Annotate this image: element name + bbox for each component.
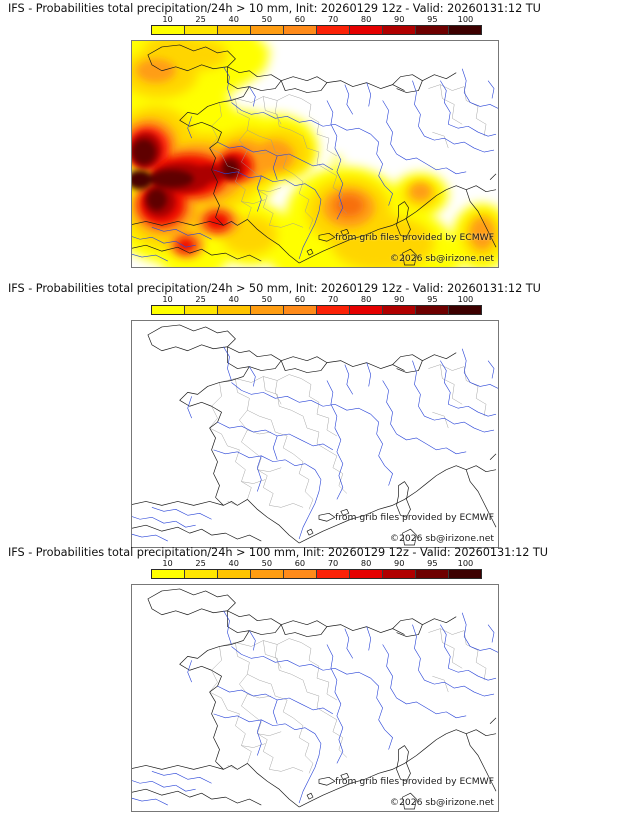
forecast-panel-10mm: IFS - Probabilities total precipitation/…: [0, 2, 630, 278]
colorbar-tick-90: 90: [394, 294, 405, 304]
colorbar-band-60: [284, 570, 317, 578]
colorbar-tick-100: 100: [457, 14, 474, 24]
coastline-layer: [132, 44, 497, 266]
colorbar-tick-90: 90: [394, 14, 405, 24]
colorbar-tick-95: 95: [427, 294, 438, 304]
map-canvas: [132, 585, 498, 811]
colorbar: 10 25 40 50 60 70 80 90 95 100: [151, 558, 482, 582]
colorbar-band-50: [251, 570, 284, 578]
colorbar-band-40: [218, 570, 251, 578]
colorbar-band-90: [383, 306, 416, 314]
map-frame[interactable]: from grib files provided by ECMWF ©2026 …: [131, 584, 499, 812]
colorbar-band-80: [350, 306, 383, 314]
map-canvas: [132, 41, 498, 267]
colorbar-tick-80: 80: [360, 294, 372, 304]
colorbar-band-70: [317, 570, 350, 578]
colorbar-band-95: [416, 26, 449, 34]
colorbar-band-40: [218, 26, 251, 34]
map-canvas: [132, 321, 498, 547]
colorbar-tick-90: 90: [394, 558, 405, 568]
colorbar-band-95: [416, 570, 449, 578]
colorbar-tick-10: 10: [162, 294, 173, 304]
colorbar-tick-100: 100: [457, 558, 474, 568]
basemap-overlay: [132, 44, 498, 266]
rivers-layer: [132, 66, 498, 262]
colorbar-tick-70: 70: [327, 14, 339, 24]
ecmwf-attribution: from grib files provided by ECMWF: [335, 776, 494, 787]
rivers-layer: [132, 346, 498, 542]
colorbar-band-100: [449, 306, 481, 314]
colorbar: 10 25 40 50 60 70 80 90 95 100: [151, 14, 482, 38]
colorbar-tick-70: 70: [327, 294, 339, 304]
ecmwf-attribution: from grib files provided by ECMWF: [335, 232, 494, 243]
colorbar-tick-10: 10: [162, 14, 173, 24]
colorbar-tick-40: 40: [228, 14, 239, 24]
forecast-panel-100mm: IFS - Probabilities total precipitation/…: [0, 546, 630, 812]
map-frame[interactable]: from grib files provided by ECMWF ©2026 …: [131, 320, 499, 548]
colorbar-tick-labels: 10 25 40 50 60 70 80 90 95 100: [151, 558, 482, 569]
colorbar-tick-50: 50: [261, 294, 273, 304]
panel-title: IFS - Probabilities total precipitation/…: [8, 282, 541, 295]
colorbar-band-70: [317, 26, 350, 34]
basemap-overlay: [132, 588, 498, 810]
colorbar-gradient: [151, 305, 482, 315]
colorbar-tick-25: 25: [195, 558, 206, 568]
colorbar-tick-70: 70: [327, 558, 339, 568]
colorbar-band-100: [449, 570, 481, 578]
colorbar-tick-25: 25: [195, 294, 206, 304]
colorbar-tick-95: 95: [427, 558, 438, 568]
colorbar-band-25: [185, 570, 218, 578]
coastline-layer: [132, 324, 497, 546]
colorbar-band-10: [152, 306, 185, 314]
colorbar-tick-80: 80: [360, 14, 372, 24]
colorbar-tick-40: 40: [228, 558, 239, 568]
colorbar-band-10: [152, 570, 185, 578]
colorbar-band-100: [449, 26, 481, 34]
colorbar-gradient: [151, 25, 482, 35]
colorbar-band-25: [185, 26, 218, 34]
colorbar-band-90: [383, 26, 416, 34]
colorbar-tick-labels: 10 25 40 50 60 70 80 90 95 100: [151, 294, 482, 305]
colorbar-tick-80: 80: [360, 558, 372, 568]
forecast-panel-50mm: IFS - Probabilities total precipitation/…: [0, 282, 630, 548]
colorbar-tick-labels: 10 25 40 50 60 70 80 90 95 100: [151, 14, 482, 25]
colorbar-tick-100: 100: [457, 294, 474, 304]
map-frame[interactable]: from grib files provided by ECMWF ©2026 …: [131, 40, 499, 268]
coastline-layer: [132, 588, 497, 810]
colorbar-band-10: [152, 26, 185, 34]
ecmwf-attribution: from grib files provided by ECMWF: [335, 512, 494, 523]
copyright-attribution: ©2026 sb@irizone.net: [389, 533, 494, 544]
colorbar-band-60: [284, 26, 317, 34]
colorbar-band-50: [251, 26, 284, 34]
copyright-attribution: ©2026 sb@irizone.net: [389, 253, 494, 264]
colorbar-band-50: [251, 306, 284, 314]
colorbar-band-95: [416, 306, 449, 314]
precipitation-probability-field: [132, 41, 498, 267]
colorbar-tick-50: 50: [261, 558, 273, 568]
colorbar-tick-95: 95: [427, 14, 438, 24]
panel-title: IFS - Probabilities total precipitation/…: [8, 2, 541, 15]
colorbar-band-80: [350, 570, 383, 578]
colorbar-band-90: [383, 570, 416, 578]
colorbar-band-70: [317, 306, 350, 314]
colorbar-gradient: [151, 569, 482, 579]
colorbar-tick-10: 10: [162, 558, 173, 568]
panel-title: IFS - Probabilities total precipitation/…: [8, 546, 548, 559]
colorbar-tick-50: 50: [261, 14, 273, 24]
colorbar-band-80: [350, 26, 383, 34]
basemap-overlay: [132, 324, 498, 546]
copyright-attribution: ©2026 sb@irizone.net: [389, 797, 494, 808]
colorbar-tick-60: 60: [294, 558, 306, 568]
colorbar-band-60: [284, 306, 317, 314]
colorbar-band-40: [218, 306, 251, 314]
colorbar: 10 25 40 50 60 70 80 90 95 100: [151, 294, 482, 318]
colorbar-tick-60: 60: [294, 14, 306, 24]
colorbar-band-25: [185, 306, 218, 314]
colorbar-tick-60: 60: [294, 294, 306, 304]
colorbar-tick-40: 40: [228, 294, 239, 304]
colorbar-tick-25: 25: [195, 14, 206, 24]
rivers-layer: [132, 610, 498, 806]
